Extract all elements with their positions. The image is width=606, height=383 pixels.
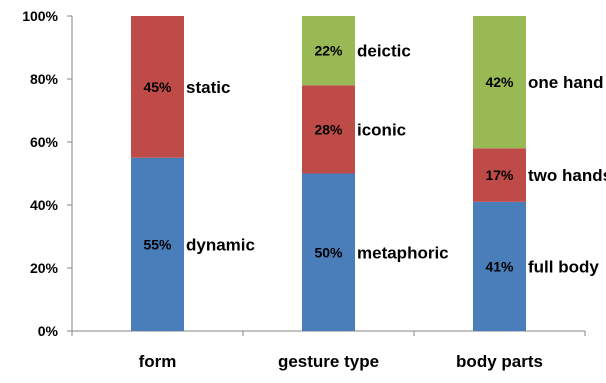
value-label: 55%: [143, 236, 172, 252]
segment-label: full body: [528, 257, 599, 276]
bar-segment-static: [131, 16, 184, 158]
segment-label: dynamic: [186, 235, 255, 254]
y-tick-label: 60%: [30, 134, 59, 150]
bar-segment-iconic: [302, 85, 355, 174]
category-label: form: [139, 352, 177, 371]
segment-label: iconic: [357, 120, 406, 139]
y-tick-label: 20%: [30, 260, 59, 276]
value-label: 42%: [485, 74, 514, 90]
segment-label: one hand: [528, 73, 604, 92]
value-label: 22%: [314, 43, 343, 59]
segment-label: two hands: [528, 166, 606, 185]
bar-segment-deictic: [302, 16, 355, 86]
bar-segment-metaphoric: [302, 173, 355, 331]
bar-segment-one-hand: [473, 16, 526, 149]
bar-segment-dynamic: [131, 157, 184, 331]
category-label: body parts: [456, 352, 543, 371]
value-label: 41%: [485, 258, 514, 274]
value-label: 17%: [485, 167, 514, 183]
bar-segment-two-hands: [473, 148, 526, 202]
y-tick-label: 80%: [30, 71, 59, 87]
value-label: 28%: [314, 121, 343, 137]
segment-label: metaphoric: [357, 243, 449, 262]
value-label: 50%: [314, 244, 343, 260]
y-tick-label: 0%: [38, 323, 59, 339]
y-tick-label: 100%: [22, 8, 58, 24]
category-label: gesture type: [278, 352, 379, 371]
y-tick-label: 40%: [30, 197, 59, 213]
bar-segment-full-body: [473, 201, 526, 331]
segment-label: deictic: [357, 42, 411, 61]
value-label: 45%: [143, 79, 172, 95]
segment-label: static: [186, 78, 230, 97]
